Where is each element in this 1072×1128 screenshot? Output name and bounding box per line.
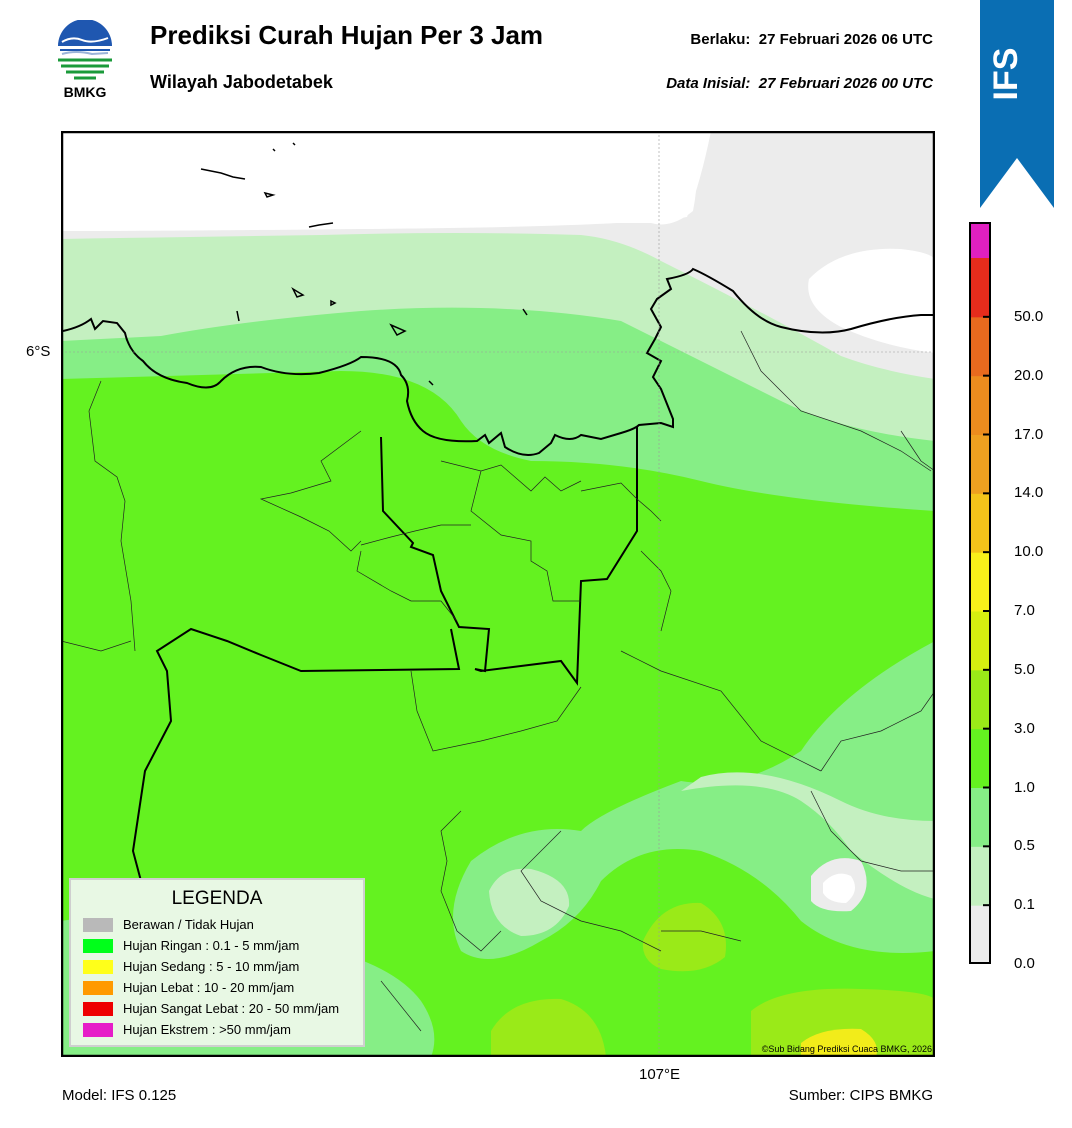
- zone-0.1-south: [489, 868, 570, 936]
- zone-3.0-c: [751, 988, 935, 1057]
- legend-label: Hujan Lebat : 10 - 20 mm/jam: [123, 980, 295, 995]
- valid-time: Berlaku: 27 Februari 2026 06 UTC: [690, 31, 933, 48]
- map-frame: [61, 131, 935, 1057]
- colorbar-tick-label: 20.0: [1014, 366, 1044, 384]
- legend-swatch: [83, 981, 113, 995]
- lon-label: 107°E: [639, 1066, 681, 1083]
- colorbar-tick-label: 7.0: [1014, 602, 1035, 619]
- ribbon-label: IFS: [987, 48, 1025, 101]
- colorbar-tick-label: 17.0: [1014, 425, 1044, 443]
- model-ribbon: [980, 0, 1054, 208]
- zone-clear-se: [823, 873, 855, 903]
- colorbar-tick-label: 0.1: [1014, 896, 1035, 914]
- zone-3.0-b: [491, 998, 606, 1057]
- islands: [200, 142, 528, 386]
- zone-0.1-se: [681, 772, 935, 899]
- colorbar-band: [969, 846, 991, 906]
- province-border-east: [380, 427, 638, 686]
- legend: LEGENDA Berawan / Tidak Hujan Hujan Ring…: [69, 878, 365, 1047]
- zone-clear-east: [808, 248, 935, 353]
- district-borders: [61, 330, 935, 1032]
- colorbar-tick-label: 3.0: [1014, 719, 1035, 737]
- legend-swatch: [83, 1002, 113, 1016]
- colorbar-tick-label: 14.0: [1014, 484, 1044, 502]
- coastline: [62, 267, 935, 456]
- colorbar-band: [969, 316, 991, 377]
- colorbar-band: [969, 375, 991, 435]
- legend-label: Hujan Sedang : 5 - 10 mm/jam: [123, 959, 300, 974]
- legend-label: Berawan / Tidak Hujan: [123, 917, 254, 932]
- page-title: Prediksi Curah Hujan Per 3 Jam: [150, 20, 544, 50]
- colorbar-band: [969, 728, 991, 788]
- colorbar-band: [969, 611, 991, 671]
- colorbar-band: [969, 493, 991, 553]
- legend-swatch: [83, 918, 113, 932]
- legend-title: LEGENDA: [171, 888, 263, 909]
- colorbar-band: [969, 434, 991, 494]
- source-label: Sumber: CIPS BMKG: [788, 1087, 933, 1104]
- colorbar-band: [969, 552, 991, 612]
- colorbar-tick-label: 0.0: [1014, 955, 1035, 972]
- legend-swatch: [83, 960, 113, 974]
- legend-swatch: [83, 939, 113, 953]
- bmkg-logo: [58, 20, 112, 80]
- colorbar-tick-label: 10.0: [1014, 543, 1044, 561]
- colorbar-tick-label: 1.0: [1014, 778, 1035, 796]
- logo-text: BMKG: [63, 84, 107, 100]
- colorbar-band: [969, 669, 991, 730]
- page-subtitle: Wilayah Jabodetabek: [150, 72, 333, 92]
- colorbar-tick-label: 50.0: [1014, 307, 1044, 325]
- copyright: ©Sub Bidang Prediksi Cuaca BMKG, 2026: [761, 1044, 932, 1054]
- colorbar-tick-label: 5.0: [1014, 660, 1035, 678]
- legend-label: Hujan Sangat Lebat : 20 - 50 mm/jam: [123, 1001, 340, 1016]
- colorbar-band: [969, 787, 991, 847]
- zone-7.0: [801, 1028, 877, 1057]
- colorbar-band: [969, 258, 991, 318]
- legend-label: Hujan Ringan : 0.1 - 5 mm/jam: [123, 938, 300, 953]
- lat-label: 6°S: [26, 343, 51, 360]
- ribbon-text: IFS: [987, 48, 1025, 101]
- colorbar-band: [969, 905, 991, 964]
- colorbar: [969, 222, 991, 964]
- model-label: Model: IFS 0.125: [62, 1087, 177, 1104]
- zone-clear-north: [61, 131, 711, 231]
- legend-swatch: [83, 1023, 113, 1037]
- colorbar-band-top: [969, 222, 991, 258]
- legend-label: Hujan Ekstrem : >50 mm/jam: [123, 1022, 291, 1037]
- colorbar-tick-label: 0.5: [1014, 837, 1035, 855]
- zone-3.0-a: [642, 902, 726, 972]
- init-time: Data Inisial: 27 Februari 2026 00 UTC: [666, 75, 933, 92]
